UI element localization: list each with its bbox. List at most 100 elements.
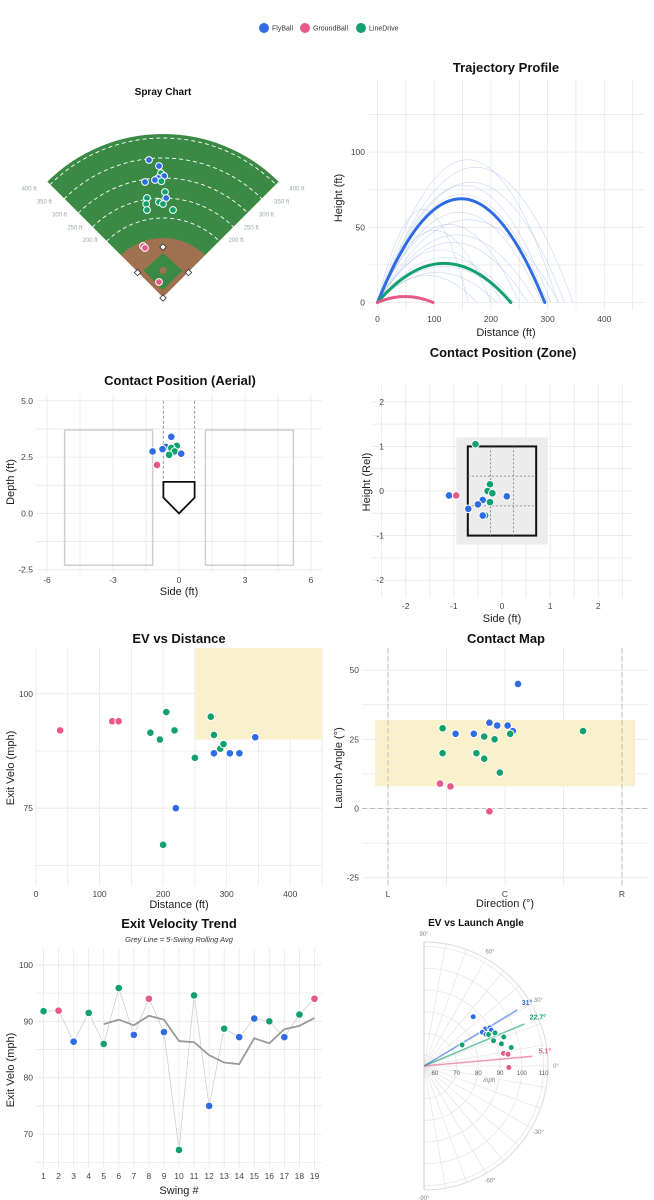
contact-map-point-linedrive (490, 735, 499, 744)
ev-trend-point-flyball (234, 1032, 244, 1042)
ev-trend-point-linedrive (174, 1145, 184, 1155)
outfield-grass (47, 134, 279, 298)
trajectory-faint-line (377, 166, 574, 303)
contact-map-point-linedrive (479, 754, 489, 763)
spray-hit-groundball (155, 278, 163, 286)
spray-hit-groundball (141, 244, 149, 252)
ev-trend-point-groundball (310, 994, 319, 1004)
trajectory-faint-line (377, 219, 560, 303)
zone-point-groundball (451, 491, 461, 500)
legend-swatch-flyball (259, 23, 269, 33)
base (184, 268, 193, 277)
ev-trend-xlabel: Swing # (159, 1185, 199, 1197)
ev-distance-point-linedrive (155, 735, 165, 744)
polar-spoke (423, 1065, 541, 1109)
ev-trend-point-linedrive (99, 1039, 109, 1049)
aerial-ytick-label: 5.0 (21, 396, 33, 406)
spray-hit-linedrive (143, 206, 151, 214)
ev-distance-ytick-label: 100 (19, 689, 33, 699)
zone-xlabel: Side (ft) (483, 613, 522, 625)
trajectory-faint-line (377, 184, 551, 303)
distance-label-left: 300 ft (52, 212, 67, 218)
ev-trend-xtick-label: 5 (101, 1171, 106, 1181)
ev-trend-xtick-label: 18 (295, 1171, 305, 1181)
zone-point-flyball (478, 511, 488, 520)
trajectory-xtick-label: 300 (541, 314, 555, 324)
trajectory-faint-line (377, 224, 520, 303)
polar-spoke (423, 1065, 446, 1189)
polar-radial-label: 90 (497, 1071, 504, 1077)
ev-trend-point-linedrive (114, 983, 124, 993)
ev-trend-xtick-label: 6 (116, 1171, 121, 1181)
zone-xtick-label: 2 (596, 601, 601, 611)
trajectory-xtick-label: 200 (484, 314, 498, 324)
ev-trend-ytick-label: 70 (24, 1129, 34, 1139)
home-plate (162, 480, 196, 515)
foul-line-right (162, 181, 280, 299)
polar-avg-label-flyball: 31° (522, 999, 533, 1007)
polar-avg-line-groundball (423, 1055, 533, 1067)
ev-trend-ytick-label: 80 (24, 1073, 34, 1083)
trajectory-faint-line (377, 257, 514, 303)
polar-point-linedrive (458, 1041, 466, 1049)
zone-point-flyball (444, 491, 454, 500)
ev-trend-title: Exit Velocity Trend (121, 916, 237, 931)
ev-distance-point-flyball (171, 803, 181, 813)
distance-label-left: 250 ft (67, 225, 82, 231)
trajectory-xtick-label: 400 (597, 314, 611, 324)
polar-point-groundball (505, 1063, 513, 1071)
ev-trend-ytick-label: 100 (19, 960, 33, 970)
distance-label-left: 350 ft (37, 199, 52, 205)
aerial-xtick-label: 3 (243, 575, 248, 585)
polar-angle-label: 0° (553, 1064, 559, 1070)
legend-label-flyball: FlyBall (272, 26, 293, 33)
ev-trend-point-linedrive (39, 1006, 48, 1016)
ev-trend-xtick-label: 12 (204, 1171, 214, 1181)
distance-label-right: 300 ft (259, 212, 274, 218)
polar-spoke (423, 1065, 520, 1147)
zone-xtick-label: 0 (500, 601, 505, 611)
base (133, 268, 142, 277)
ev-trend-point-linedrive (295, 1010, 304, 1019)
ev-trend-xtick-label: 3 (71, 1171, 76, 1181)
polar-avg-line-flyball (423, 1009, 518, 1067)
contact-map-xlabel: Direction (°) (476, 898, 534, 910)
ev-distance-point-linedrive (161, 707, 171, 717)
polar-angle-label: 90° (419, 932, 429, 938)
zone-title: Contact Position (Zone) (430, 345, 577, 360)
ev-distance-xtick-label: 100 (92, 889, 106, 899)
polar-point-groundball (504, 1050, 512, 1058)
aerial-ytick-label: -2.5 (18, 565, 33, 575)
trajectory-profile-chart: 0 100 200 300 400 0 50 100 (351, 80, 644, 324)
ev-trend-xtick-label: 16 (265, 1171, 275, 1181)
ev-distance-point-linedrive (170, 726, 179, 735)
ev-trend-point-flyball (280, 1032, 289, 1042)
ev-trend-ylabel: Exit Velo (mph) (5, 1033, 17, 1108)
ev-trend-rolling-avg-line (103, 1014, 315, 1066)
trajectory-line-flyball (376, 197, 547, 304)
polar-ring (423, 989, 501, 1143)
distance-arc (63, 157, 263, 200)
trajectory-ytick-label: 100 (351, 147, 365, 157)
distance-label-left: 200 ft (83, 238, 98, 244)
contact-map-title: Contact Map (467, 631, 545, 646)
zone-xtick-label: 1 (548, 601, 553, 611)
polar-point-linedrive (485, 1031, 493, 1039)
aerial-xlabel: Side (ft) (160, 586, 199, 598)
contact-map-point-linedrive (495, 768, 505, 777)
aerial-ytick-label: 2.5 (21, 452, 33, 462)
spray-hit-linedrive (169, 206, 177, 214)
spray-hit-linedrive (157, 177, 166, 186)
aerial-point-flyball (148, 447, 157, 456)
ev-distance-point-linedrive (219, 739, 228, 749)
ev-trend-subtitle: Grey Line = 5-Swing Rolling Avg (125, 935, 234, 944)
aerial-point-flyball (158, 444, 167, 454)
polar-title: EV vs Launch Angle (428, 918, 524, 929)
polar-point-linedrive (490, 1037, 498, 1045)
spray-hit-flyball (162, 194, 171, 202)
contact-map-point-flyball (469, 729, 479, 739)
zone-xtick-label: -2 (402, 601, 410, 611)
ev-distance-chart: 0 100 200 300 400 75 100 (19, 648, 323, 899)
